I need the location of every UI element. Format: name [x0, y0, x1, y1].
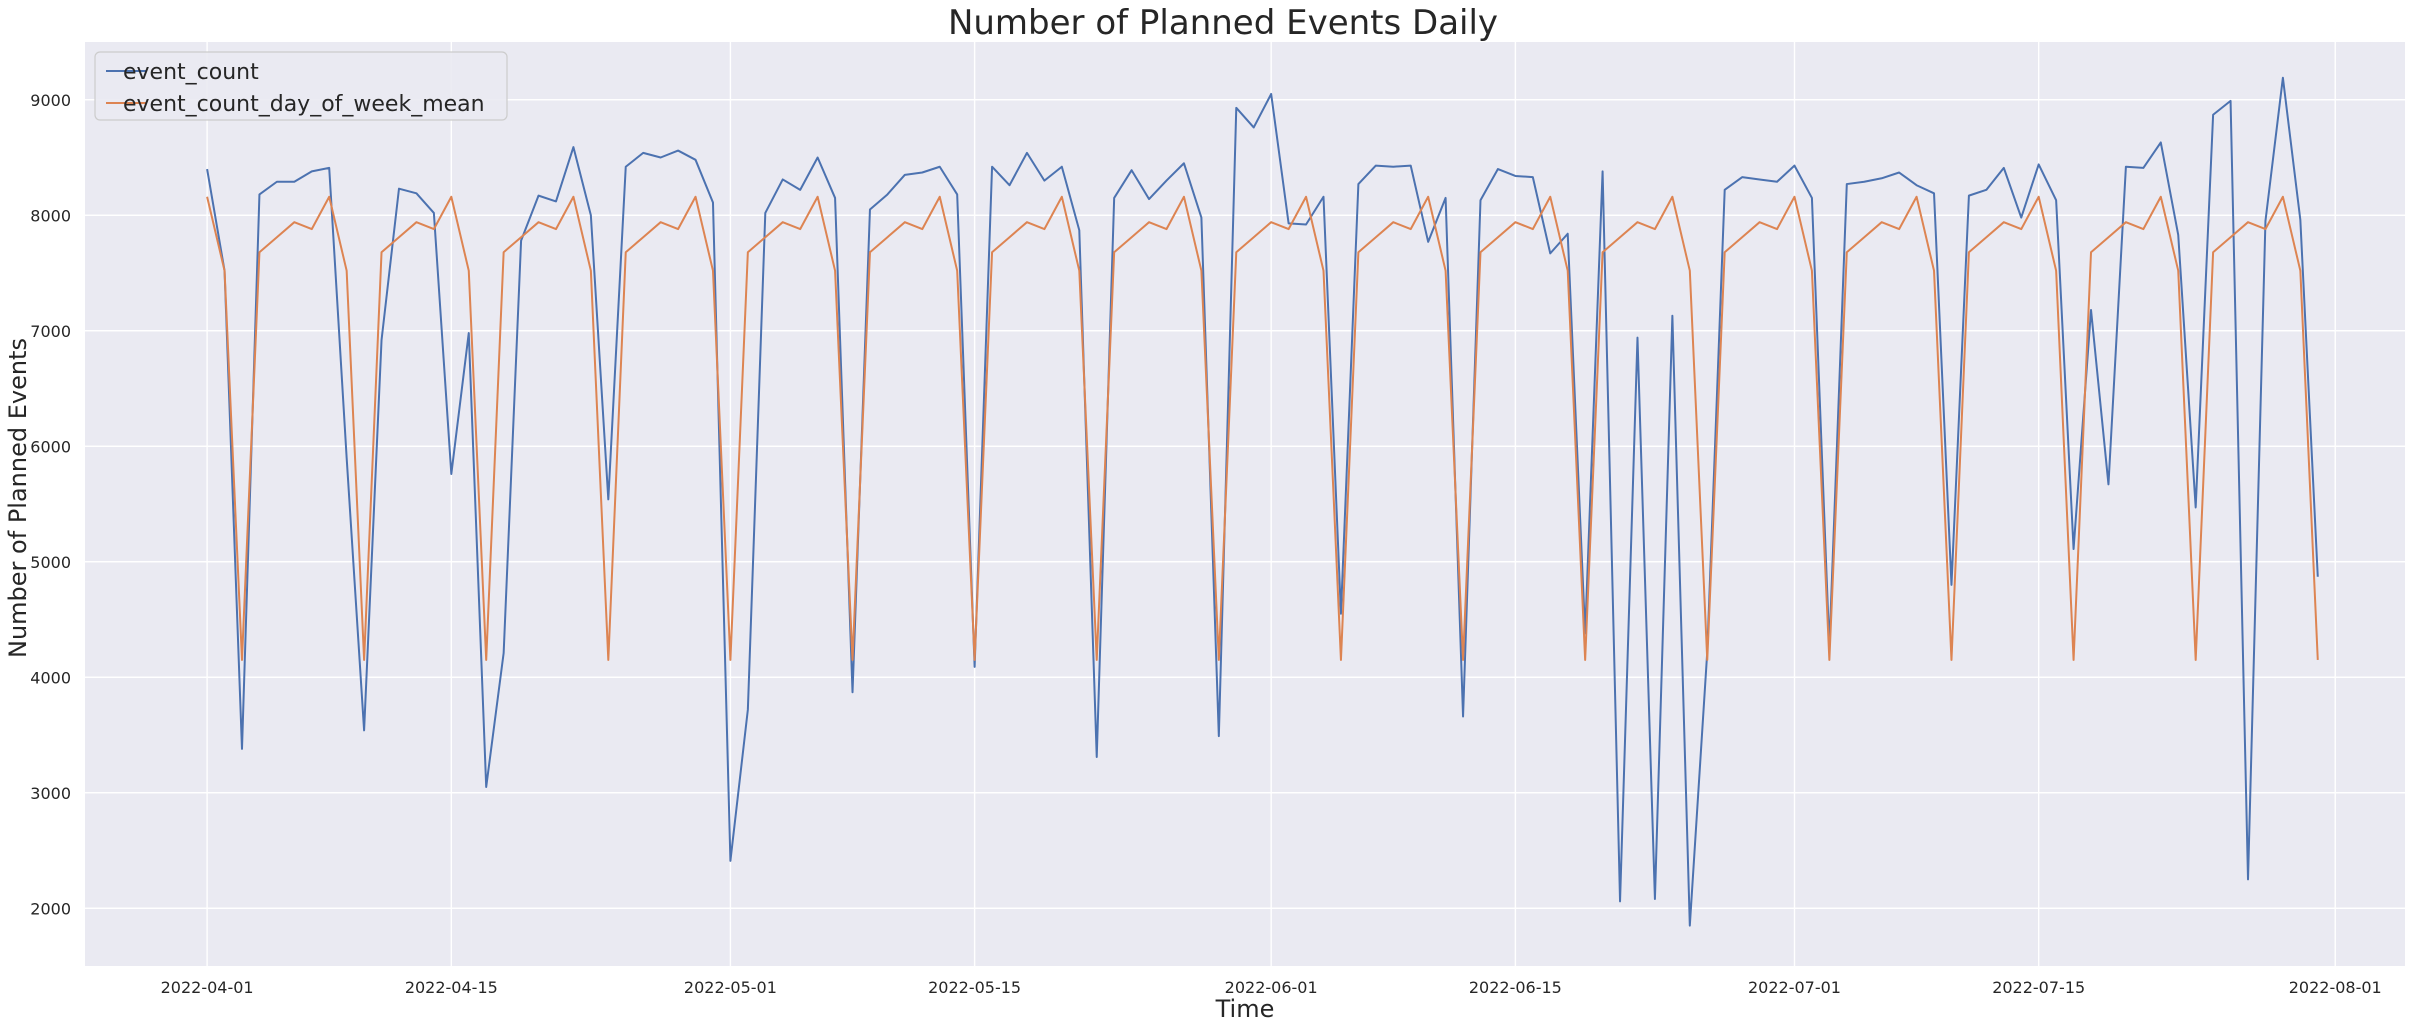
- series-line-event-count: [206, 76, 2319, 927]
- y-tick-labels: 2000 3000 4000 5000 6000 7000 8000 9000: [30, 91, 71, 919]
- x-tick-label: 2022-06-15: [1469, 978, 1562, 997]
- x-tick-label: 2022-04-01: [161, 978, 254, 997]
- x-tick-label: 2022-04-15: [405, 978, 498, 997]
- series-lines: [206, 76, 2319, 927]
- x-tick-label: 2022-08-01: [2289, 978, 2382, 997]
- x-tick-labels: 2022-04-01 2022-04-15 2022-05-01 2022-05-15…: [161, 978, 2382, 997]
- y-tick-label: 8000: [30, 206, 71, 225]
- x-axis-label: Time: [1215, 995, 1275, 1023]
- y-tick-label: 3000: [30, 784, 71, 803]
- x-tick-label: 2022-05-01: [684, 978, 777, 997]
- y-tick-label: 6000: [30, 437, 71, 456]
- y-axis-label: Number of Planned Events: [4, 338, 32, 658]
- y-tick-label: 2000: [30, 899, 71, 918]
- plot-area: [85, 42, 2405, 966]
- chart-title: Number of Planned Events Daily: [948, 3, 1498, 43]
- x-tick-label: 2022-07-15: [1992, 978, 2085, 997]
- y-tick-label: 9000: [30, 91, 71, 110]
- x-tick-label: 2022-06-01: [1225, 978, 1318, 997]
- series-line-event-count-day-of-week-mean: [206, 195, 2319, 661]
- y-tick-label: 4000: [30, 668, 71, 687]
- y-tick-label: 5000: [30, 553, 71, 572]
- legend: event_count event_count_day_of_week_mean: [94, 51, 508, 121]
- y-tick-label: 7000: [30, 322, 71, 341]
- x-tick-label: 2022-05-15: [928, 978, 1021, 997]
- legend-label-event-count: event_count: [123, 60, 259, 85]
- x-tick-label: 2022-07-01: [1748, 978, 1841, 997]
- legend-box: [94, 51, 508, 121]
- legend-label-day-of-week-mean: event_count_day_of_week_mean: [123, 92, 485, 117]
